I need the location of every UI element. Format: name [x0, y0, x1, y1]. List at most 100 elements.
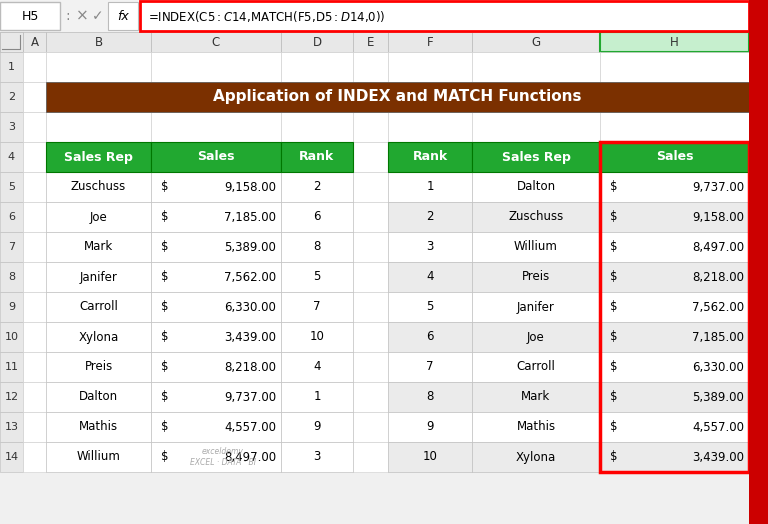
Bar — [151, 172, 281, 202]
Bar — [281, 172, 353, 202]
Text: 10: 10 — [310, 331, 324, 344]
Bar — [472, 442, 600, 472]
Bar — [600, 112, 749, 142]
Bar — [600, 412, 749, 442]
Bar — [388, 322, 472, 352]
Text: Mark: Mark — [84, 241, 113, 254]
Bar — [46, 412, 151, 442]
Bar — [472, 322, 600, 352]
Bar — [0, 442, 23, 472]
Bar — [46, 172, 151, 202]
Bar — [46, 142, 151, 172]
Bar — [281, 52, 353, 82]
Bar — [151, 382, 281, 412]
Bar — [388, 442, 472, 472]
Text: $: $ — [610, 241, 617, 254]
Bar — [388, 412, 472, 442]
Bar — [353, 32, 388, 52]
Text: 4,557.00: 4,557.00 — [692, 420, 744, 433]
Bar — [388, 202, 472, 232]
Bar — [151, 142, 281, 172]
Bar — [23, 412, 46, 442]
Bar — [46, 202, 151, 232]
Bar — [151, 112, 281, 142]
Text: Dalton: Dalton — [79, 390, 118, 403]
Bar — [388, 112, 472, 142]
Text: 6: 6 — [8, 212, 15, 222]
Bar — [472, 262, 600, 292]
Text: Janifer: Janifer — [80, 270, 118, 283]
Text: 3: 3 — [8, 122, 15, 132]
Bar — [600, 232, 749, 262]
Text: 8,218.00: 8,218.00 — [692, 270, 744, 283]
Bar — [151, 52, 281, 82]
Bar — [151, 32, 281, 52]
Bar — [46, 292, 151, 322]
Bar — [600, 52, 749, 82]
Bar — [472, 112, 600, 142]
Text: Joe: Joe — [90, 211, 108, 224]
Text: $: $ — [161, 211, 168, 224]
Bar — [23, 262, 46, 292]
Text: 7: 7 — [426, 361, 434, 374]
Bar — [0, 82, 23, 112]
Bar — [600, 442, 749, 472]
Bar — [388, 352, 472, 382]
Bar — [0, 112, 23, 142]
Text: 9: 9 — [313, 420, 321, 433]
Bar — [600, 142, 749, 172]
Text: Carroll: Carroll — [79, 300, 118, 313]
Bar — [472, 232, 600, 262]
Bar — [281, 112, 353, 142]
Bar — [46, 322, 151, 352]
Text: H: H — [670, 36, 679, 49]
Bar — [472, 142, 600, 172]
Bar — [151, 202, 281, 232]
Bar — [472, 382, 600, 412]
Bar — [23, 52, 749, 82]
Bar — [46, 352, 151, 382]
Text: 4,557.00: 4,557.00 — [224, 420, 276, 433]
Bar — [23, 442, 46, 472]
Bar — [281, 322, 353, 352]
Bar — [0, 52, 23, 82]
Text: 7: 7 — [8, 242, 15, 252]
Bar — [23, 412, 749, 442]
Text: 13: 13 — [5, 422, 18, 432]
Bar — [353, 262, 388, 292]
Bar — [388, 412, 472, 442]
Text: 8: 8 — [426, 390, 434, 403]
Text: Sales Rep: Sales Rep — [64, 150, 133, 163]
Bar — [0, 472, 768, 524]
Bar — [353, 292, 388, 322]
Bar — [600, 202, 749, 232]
Bar — [23, 202, 749, 232]
Bar — [46, 352, 151, 382]
Text: Sales Rep: Sales Rep — [502, 150, 571, 163]
Bar — [472, 442, 600, 472]
Text: Xylona: Xylona — [78, 331, 118, 344]
Text: D: D — [313, 36, 322, 49]
Text: Janifer: Janifer — [517, 300, 555, 313]
Bar — [46, 292, 151, 322]
Text: 2: 2 — [8, 92, 15, 102]
Text: fx: fx — [118, 9, 129, 23]
Bar — [388, 232, 472, 262]
Bar — [281, 382, 353, 412]
Bar — [281, 442, 353, 472]
Bar — [281, 232, 353, 262]
Text: Rank: Rank — [412, 150, 448, 163]
Bar — [151, 82, 281, 112]
Text: 3,439.00: 3,439.00 — [692, 451, 744, 464]
Bar — [600, 442, 749, 472]
Text: $: $ — [610, 390, 617, 403]
Bar — [281, 292, 353, 322]
Bar — [46, 442, 151, 472]
Bar — [388, 382, 472, 412]
Text: 8,497.00: 8,497.00 — [692, 241, 744, 254]
Bar — [23, 322, 749, 352]
Bar — [353, 172, 388, 202]
Bar — [0, 382, 23, 412]
Text: 2: 2 — [313, 180, 321, 193]
Text: $: $ — [610, 270, 617, 283]
